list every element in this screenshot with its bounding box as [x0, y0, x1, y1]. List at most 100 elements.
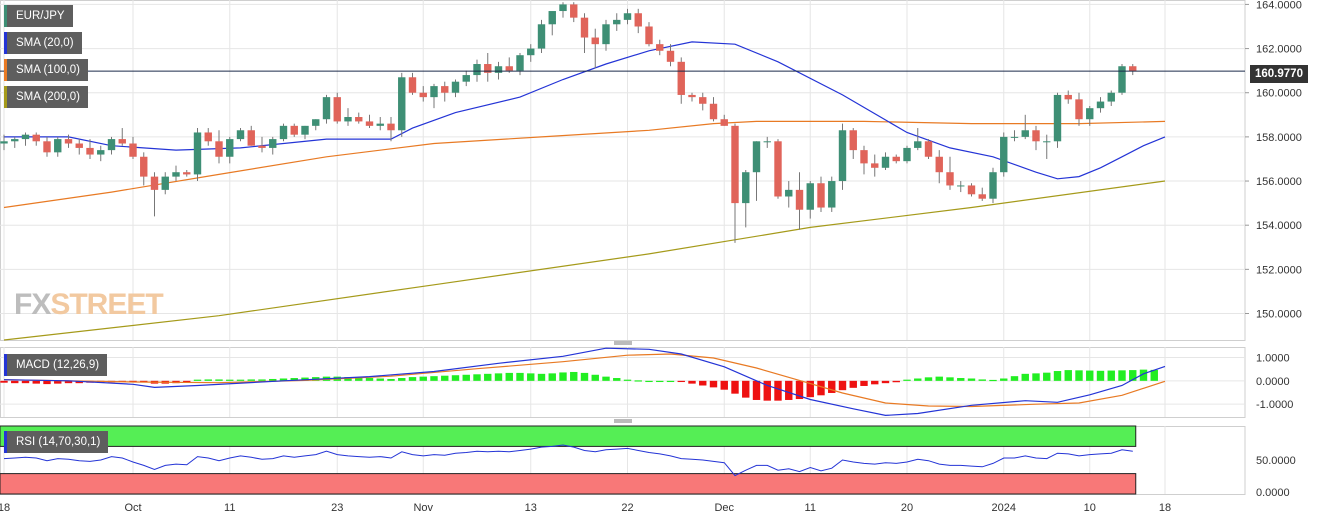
- macd-bar-negative: [742, 380, 750, 398]
- candle-bearish: [290, 125, 298, 135]
- candle-bullish: [957, 185, 965, 187]
- y-tick-label: 158.0000: [1256, 132, 1302, 144]
- candle-bearish: [247, 130, 255, 146]
- rsi-line: [3, 444, 1133, 477]
- rsi-oversold-zone: [0, 473, 1137, 495]
- candle-bearish: [634, 13, 642, 27]
- macd-bar-positive: [1010, 376, 1019, 381]
- candle-bullish: [462, 75, 470, 82]
- candle-bearish: [731, 125, 739, 204]
- macd-legend[interactable]: MACD (12,26,9): [4, 354, 108, 376]
- macd-bar-negative: [183, 380, 191, 383]
- candle-bearish: [387, 123, 395, 131]
- macd-bar-positive: [1075, 370, 1083, 381]
- macd-bar-positive: [548, 373, 556, 381]
- candle-bullish: [398, 77, 406, 131]
- candle-bullish: [322, 97, 331, 120]
- macd-y-tick-label: 1.0000: [1256, 353, 1290, 365]
- price-panel-frame: [0, 0, 1246, 341]
- macd-bar-positive: [634, 380, 642, 382]
- candle-bullish: [838, 130, 847, 182]
- macd-bar-negative: [785, 380, 793, 400]
- candle-bearish: [795, 189, 804, 210]
- macd-bar-positive: [1118, 370, 1126, 381]
- candle-bearish: [817, 183, 825, 208]
- macd-bar-positive: [602, 376, 610, 381]
- candle-bearish: [924, 141, 933, 157]
- candle-bullish: [1000, 136, 1008, 173]
- candle-bullish: [21, 134, 30, 140]
- x-tick-label: 20: [901, 502, 913, 514]
- macd-bar-negative: [64, 380, 73, 384]
- macd-bar-negative: [43, 380, 51, 385]
- rsi-overbought-zone: [0, 425, 1137, 447]
- candle-bullish: [806, 183, 814, 210]
- macd-bar-positive: [494, 373, 503, 381]
- candle-bearish: [365, 121, 374, 126]
- candle-bearish: [86, 147, 94, 155]
- macd-bar-negative: [699, 380, 707, 386]
- symbol-label: EUR/JPY: [16, 10, 65, 22]
- macd-bar-positive: [1150, 369, 1158, 381]
- candle-bullish: [537, 24, 546, 49]
- x-tick-label: 18: [0, 502, 10, 514]
- sma200-line: [3, 180, 1166, 341]
- candle-bearish: [484, 64, 492, 73]
- candle-bullish: [752, 141, 761, 173]
- candle-bullish: [451, 81, 460, 93]
- macd-bar-negative: [688, 380, 696, 384]
- candle-bearish: [150, 176, 159, 190]
- candle-bullish: [161, 176, 169, 190]
- x-tick-label: 10: [1084, 502, 1096, 514]
- candle-bearish: [355, 117, 363, 122]
- candle-bearish: [860, 150, 868, 164]
- candle-bullish: [1053, 94, 1062, 142]
- x-tick-label: Dec: [714, 502, 734, 514]
- candle-bearish: [505, 66, 513, 71]
- sma100-swatch: [4, 59, 7, 81]
- macd-bar-negative: [849, 380, 857, 388]
- candle-bearish: [1075, 99, 1083, 120]
- macd-bar-positive: [613, 378, 621, 381]
- sma100-legend[interactable]: SMA (100,0): [4, 59, 88, 81]
- symbol-legend[interactable]: EUR/JPY: [4, 5, 73, 27]
- macd-bar-positive: [666, 380, 675, 383]
- macd-bar-positive: [1096, 370, 1105, 381]
- candle-bullish: [1118, 66, 1126, 93]
- macd-bar-positive: [623, 379, 632, 381]
- candle-bearish: [129, 143, 137, 157]
- candle-bullish: [269, 139, 277, 148]
- candle-bullish: [881, 156, 890, 168]
- candle-bearish: [591, 37, 599, 45]
- candle-bullish: [193, 132, 202, 175]
- sma20-legend[interactable]: SMA (20,0): [4, 32, 82, 54]
- fxstreet-watermark-logo: FXSTREET: [14, 288, 164, 321]
- candle-bullish: [344, 117, 352, 122]
- macd-label: MACD (12,26,9): [16, 359, 100, 371]
- macd-bar-negative: [817, 380, 825, 396]
- candle-bearish: [32, 134, 40, 142]
- candle-bearish: [1032, 130, 1040, 142]
- sma200-legend[interactable]: SMA (200,0): [4, 86, 88, 108]
- macd-bar-negative: [828, 380, 836, 393]
- candle-bullish: [914, 141, 922, 148]
- macd-bar-negative: [720, 380, 728, 390]
- macd-bar-positive: [236, 379, 245, 381]
- sma200-label: SMA (200,0): [16, 91, 80, 103]
- macd-bar-positive: [1032, 373, 1040, 381]
- x-tick-label: 23: [331, 502, 343, 514]
- macd-bar-negative: [54, 380, 62, 384]
- macd-bar-positive: [473, 374, 481, 381]
- candle-bullish: [376, 123, 384, 126]
- candle-bearish: [656, 44, 664, 51]
- rsi-legend[interactable]: RSI (14,70,30,1): [4, 431, 109, 453]
- macd-bar-positive: [559, 372, 567, 381]
- macd-bar-positive: [1139, 369, 1148, 381]
- x-tick-label: Nov: [413, 502, 433, 514]
- macd-signal-line: [3, 353, 1166, 408]
- sma100-line: [3, 120, 1166, 209]
- candle-bullish: [312, 119, 320, 126]
- macd-bar-positive: [269, 378, 277, 381]
- macd-swatch: [4, 354, 7, 376]
- candle-bearish: [967, 185, 976, 195]
